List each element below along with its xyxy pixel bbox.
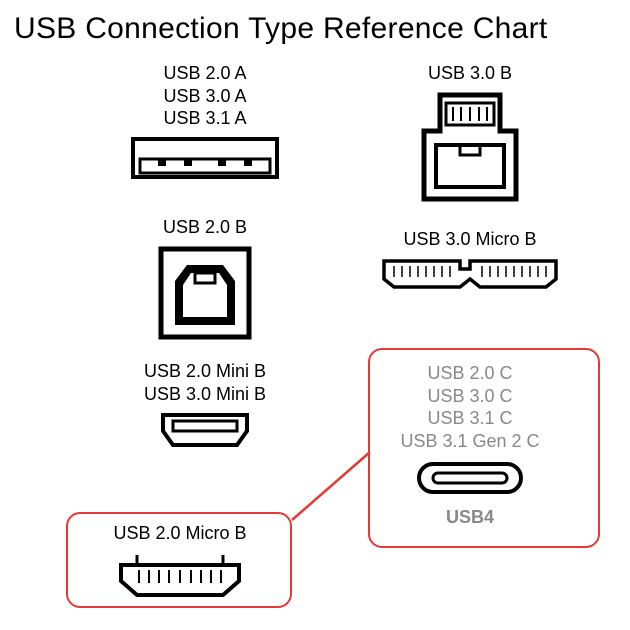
connector-usb-3-micro-b: USB 3.0 Micro B [370,228,570,291]
usb-3-micro-b-icon [380,257,560,291]
label-usb-mini-b-1: USB 2.0 Mini B [144,360,266,383]
label-usb-c-1: USB 2.0 C [427,362,512,385]
connector-usb-3-b: USB 3.0 B [370,62,570,203]
label-usb-2-micro-b: USB 2.0 Micro B [113,522,246,545]
label-usb-a-2: USB 3.0 A [163,85,246,108]
page-title: USB Connection Type Reference Chart [0,0,630,46]
usb-2-b-icon [157,245,253,341]
label-usb-a-1: USB 2.0 A [163,62,246,85]
label-usb-3-b: USB 3.0 B [428,62,512,85]
label-usb4: USB4 [446,506,494,529]
label-usb-3-micro-b: USB 3.0 Micro B [403,228,536,251]
label-usb-c-4: USB 3.1 Gen 2 C [400,430,539,453]
connector-usb-a: USB 2.0 A USB 3.0 A USB 3.1 A [105,62,305,180]
label-usb-c-2: USB 3.0 C [427,385,512,408]
connector-usb-c: USB 2.0 C USB 3.0 C USB 3.1 C USB 3.1 Ge… [370,362,570,529]
connector-usb-mini-b: USB 2.0 Mini B USB 3.0 Mini B [105,360,305,449]
usb-a-icon [130,136,280,180]
usb-mini-b-icon [157,411,253,449]
connector-usb-2-micro-b: USB 2.0 Micro B [80,522,280,599]
usb-2-micro-b-icon [115,551,245,599]
usb-3-b-icon [420,91,520,203]
usb-c-icon [415,460,525,496]
label-usb-c-3: USB 3.1 C [427,407,512,430]
label-usb-2-b: USB 2.0 B [163,216,247,239]
connector-usb-2-b: USB 2.0 B [105,216,305,341]
label-usb-a-3: USB 3.1 A [163,107,246,130]
label-usb-mini-b-2: USB 3.0 Mini B [144,383,266,406]
